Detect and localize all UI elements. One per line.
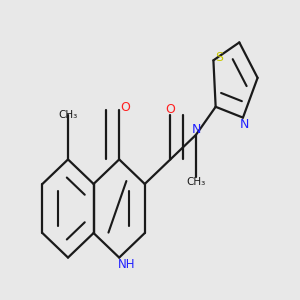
- Text: O: O: [120, 101, 130, 114]
- Text: NH: NH: [118, 258, 135, 271]
- Text: O: O: [165, 103, 175, 116]
- Text: CH₃: CH₃: [186, 177, 206, 187]
- Text: N: N: [191, 123, 201, 136]
- Text: CH₃: CH₃: [58, 110, 78, 120]
- Text: N: N: [240, 118, 249, 131]
- Text: S: S: [215, 51, 223, 64]
